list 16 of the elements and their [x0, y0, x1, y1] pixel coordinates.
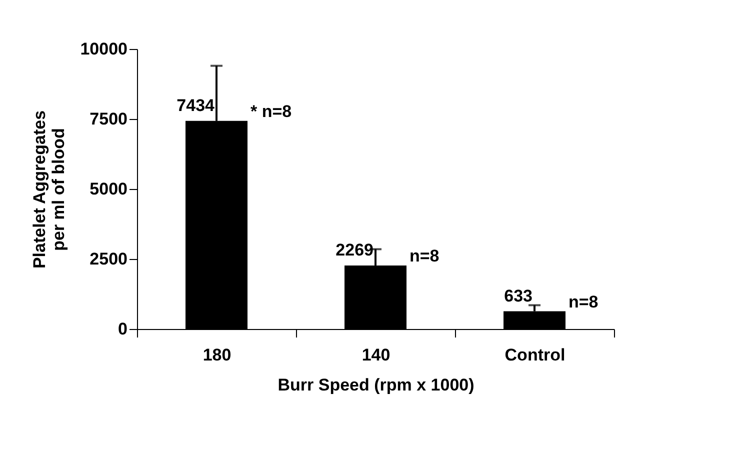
y-tick-label: 2500	[90, 250, 128, 268]
y-axis-title: Platelet Aggregates per ml of blood	[30, 110, 68, 269]
x-tick-label: 140	[362, 346, 390, 364]
x-tick-label: 180	[202, 346, 232, 364]
data-label: 633	[504, 286, 532, 306]
y-tick-label: 10000	[80, 40, 128, 58]
annotation: n=8	[568, 292, 598, 312]
data-label: 7434	[176, 96, 216, 115]
x-tick-label: Control	[504, 346, 566, 364]
data-label: 2269	[336, 240, 374, 260]
x-axis-title: Burr Speed (rpm x 1000)	[278, 376, 474, 394]
y-tick-label: 7500	[90, 110, 128, 128]
annotation: n=8	[410, 246, 440, 266]
annotation: * n=8	[250, 102, 292, 121]
y-tick-label: 5000	[90, 180, 128, 198]
y-tick-label: 0	[118, 320, 128, 338]
